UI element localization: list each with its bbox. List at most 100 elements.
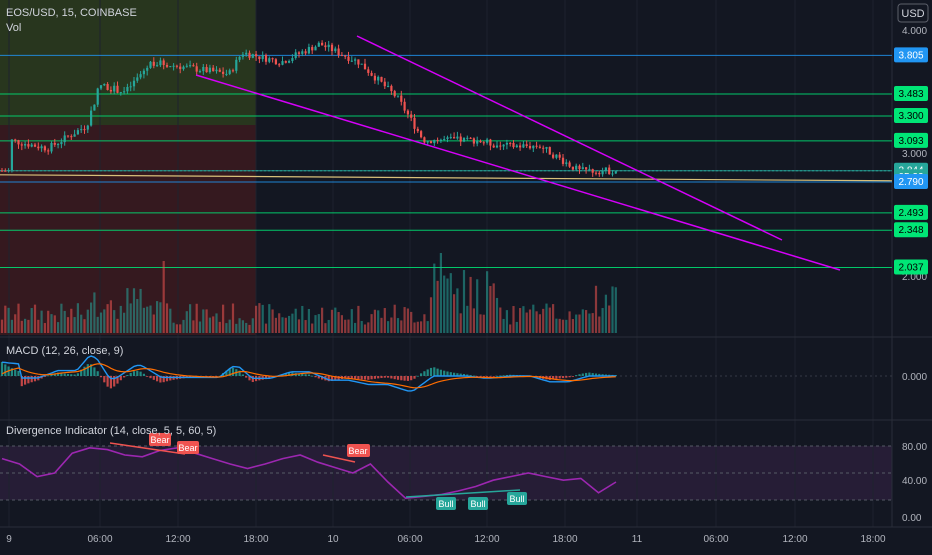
- candle-body[interactable]: [380, 76, 383, 82]
- candle-body[interactable]: [416, 128, 419, 132]
- candle-body[interactable]: [469, 137, 472, 139]
- candle-body[interactable]: [109, 89, 112, 92]
- candle-body[interactable]: [512, 142, 515, 148]
- candle-body[interactable]: [476, 140, 479, 144]
- candle-body[interactable]: [499, 145, 502, 147]
- candle-body[interactable]: [156, 65, 159, 67]
- candle-body[interactable]: [330, 44, 334, 52]
- candle-body[interactable]: [377, 76, 380, 81]
- candle-body[interactable]: [324, 45, 327, 48]
- candle-body[interactable]: [208, 67, 211, 73]
- candle-body[interactable]: [545, 147, 548, 149]
- candle-body[interactable]: [294, 52, 297, 59]
- candle-body[interactable]: [99, 85, 103, 89]
- candle-body[interactable]: [228, 70, 231, 74]
- candle-body[interactable]: [509, 142, 512, 144]
- candle-body[interactable]: [33, 144, 37, 147]
- candle-body[interactable]: [76, 130, 79, 135]
- candle-body[interactable]: [297, 52, 301, 54]
- candle-body[interactable]: [43, 146, 46, 151]
- candle-body[interactable]: [472, 138, 475, 144]
- candle-body[interactable]: [17, 140, 20, 145]
- candle-body[interactable]: [575, 165, 578, 170]
- candle-body[interactable]: [179, 66, 182, 70]
- candle-body[interactable]: [136, 77, 139, 81]
- candle-body[interactable]: [611, 173, 614, 175]
- candle-body[interactable]: [251, 54, 254, 58]
- candle-body[interactable]: [202, 66, 205, 72]
- candle-body[interactable]: [20, 144, 23, 146]
- macd-legend[interactable]: MACD (12, 26, close, 9): [6, 345, 123, 357]
- candle-body[interactable]: [413, 117, 416, 129]
- candle-body[interactable]: [367, 69, 370, 73]
- candle-body[interactable]: [189, 65, 192, 67]
- candle-body[interactable]: [93, 104, 96, 111]
- candle-body[interactable]: [373, 75, 376, 81]
- candle-body[interactable]: [86, 125, 89, 130]
- candle-body[interactable]: [14, 139, 17, 141]
- candle-body[interactable]: [106, 84, 109, 90]
- candle-body[interactable]: [535, 145, 538, 147]
- time-axis[interactable]: 9 06:00 12:00 18:00 10 06:00 12:00 18:00 11 06:00…: [6, 534, 886, 545]
- candle-body[interactable]: [585, 167, 588, 170]
- candle-body[interactable]: [116, 85, 119, 93]
- candle-body[interactable]: [258, 56, 261, 60]
- candle-body[interactable]: [40, 146, 43, 149]
- candle-body[interactable]: [542, 147, 545, 149]
- candle-body[interactable]: [423, 137, 426, 143]
- candle-body[interactable]: [268, 58, 271, 62]
- candle-body[interactable]: [24, 144, 27, 146]
- currency-badge[interactable]: USD: [901, 8, 924, 20]
- candle-body[interactable]: [571, 166, 574, 170]
- candle-body[interactable]: [561, 157, 565, 164]
- candle-body[interactable]: [146, 67, 149, 71]
- candle-body[interactable]: [10, 139, 13, 171]
- candle-body[interactable]: [152, 61, 155, 66]
- candle-body[interactable]: [57, 144, 60, 146]
- candle-body[interactable]: [291, 58, 294, 62]
- candle-body[interactable]: [321, 42, 324, 46]
- candle-body[interactable]: [555, 154, 558, 158]
- candle-body[interactable]: [400, 95, 403, 102]
- candle-body[interactable]: [568, 162, 571, 167]
- candle-body[interactable]: [27, 144, 30, 147]
- candle-body[interactable]: [172, 65, 175, 67]
- candle-body[interactable]: [420, 131, 423, 138]
- candle-body[interactable]: [565, 162, 568, 164]
- candle-body[interactable]: [357, 59, 360, 65]
- candle-body[interactable]: [449, 137, 452, 139]
- candle-body[interactable]: [347, 56, 350, 61]
- candle-body[interactable]: [123, 91, 126, 93]
- candle-body[interactable]: [169, 66, 172, 68]
- candle-body[interactable]: [495, 145, 499, 148]
- candle-body[interactable]: [90, 110, 93, 126]
- candle-body[interactable]: [548, 147, 551, 155]
- candle-body[interactable]: [337, 48, 340, 56]
- candle-body[interactable]: [304, 51, 307, 54]
- candle-body[interactable]: [278, 64, 281, 66]
- candle-body[interactable]: [66, 135, 70, 137]
- candle-body[interactable]: [238, 56, 241, 60]
- candle-body[interactable]: [175, 65, 178, 67]
- candle-body[interactable]: [436, 139, 439, 141]
- candle-body[interactable]: [162, 60, 165, 66]
- candle-body[interactable]: [165, 65, 169, 67]
- candle-body[interactable]: [0, 170, 4, 172]
- candle-body[interactable]: [185, 65, 188, 67]
- candlesticks[interactable]: [0, 40, 617, 177]
- candle-body[interactable]: [159, 60, 162, 66]
- candle-body[interactable]: [614, 171, 617, 174]
- candle-body[interactable]: [383, 81, 386, 87]
- wedge-upper-trendline[interactable]: [356, 35, 783, 241]
- candle-body[interactable]: [248, 52, 251, 58]
- candle-body[interactable]: [327, 44, 330, 48]
- candle-body[interactable]: [126, 86, 129, 92]
- candle-body[interactable]: [410, 114, 413, 118]
- candle-body[interactable]: [261, 54, 264, 60]
- candle-body[interactable]: [519, 145, 522, 148]
- candle-body[interactable]: [264, 54, 268, 62]
- candle-body[interactable]: [63, 135, 66, 143]
- candle-body[interactable]: [198, 71, 202, 73]
- candle-body[interactable]: [528, 145, 532, 149]
